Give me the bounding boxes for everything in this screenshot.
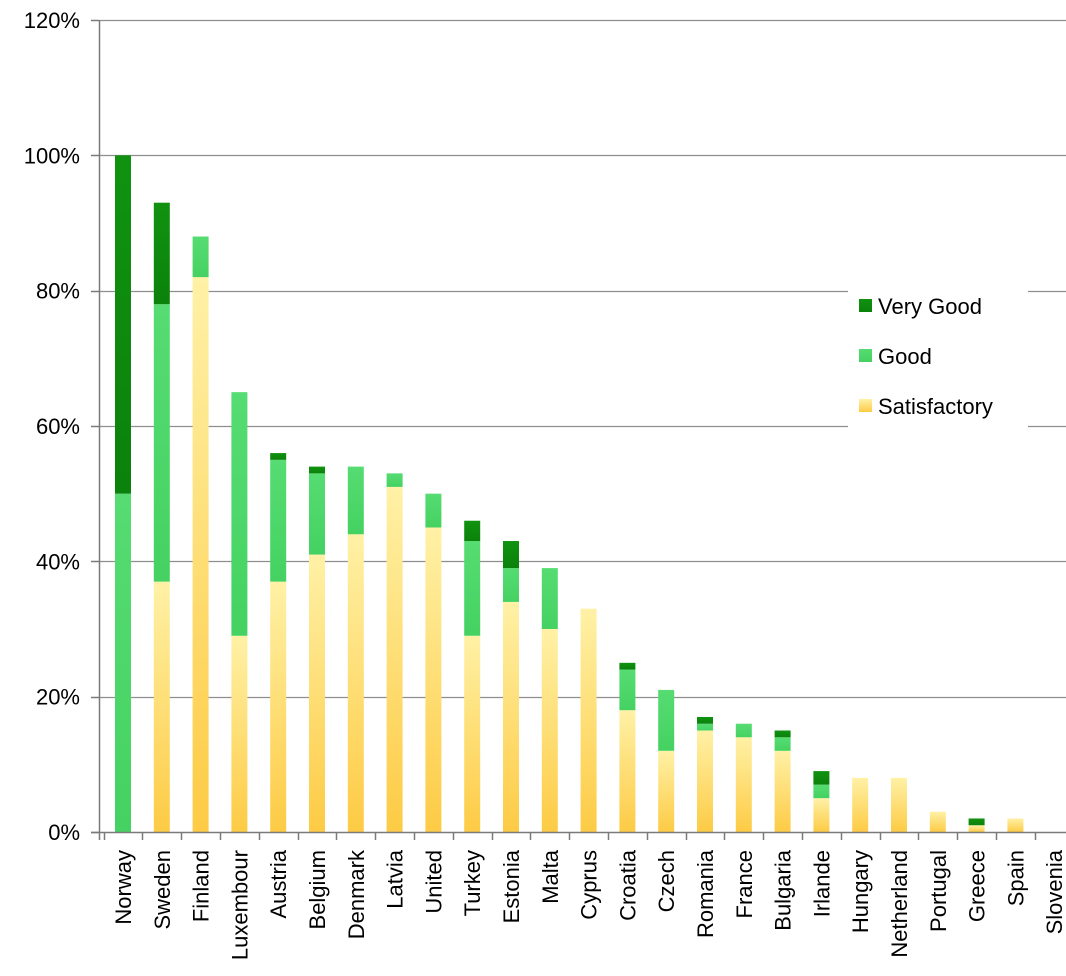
bars [115,155,1024,832]
bar-bulgaria-good [774,737,791,751]
y-tick-label-40: 40% [36,549,80,574]
x-tick-labels: Norway Sweden Finland Luxembour Austria Belgi… [111,849,1066,960]
bar-cyprus-satisfactory [580,608,597,832]
x-tick-label-romania: Romania [693,849,718,938]
legend-swatch-good [859,349,872,362]
legend: Very Good Good Satisfactory [848,282,1028,430]
bar-greece-satisfactory [968,825,985,832]
bar-netherland-satisfactory [891,777,907,832]
y-tick-label-0: 0% [48,820,80,845]
y-tick-label-120: 120% [24,8,80,33]
bar-irlande-very-good [813,771,830,785]
bar-spain-satisfactory [1007,818,1024,832]
x-tick-label-croatia: Croatia [615,849,640,921]
bar-malta-good [541,568,558,629]
x-tick-label-sweden: Sweden [150,850,175,930]
bar-belgium-good [309,473,325,555]
bar-austria-satisfactory [270,581,287,832]
bar-sweden-satisfactory [153,581,170,832]
bar-finland-satisfactory [192,277,209,832]
bar-romania-very-good [697,716,713,724]
bar-france-good [735,723,752,738]
bar-luxembour-good [231,392,248,636]
legend-swatch-satisfactory [859,399,872,412]
bar-portugal-satisfactory [929,811,946,832]
bar-estonia-very-good [503,541,519,569]
bar-united-satisfactory [425,527,442,832]
y-tick-label-100: 100% [24,143,80,168]
bar-denmark-good [347,466,364,535]
x-tick-label-slovenia: Slovenia [1042,849,1066,934]
axes [91,19,1066,840]
bar-croatia-satisfactory [619,710,636,832]
bar-france-satisfactory [735,737,752,832]
x-tick-label-denmark: Denmark [344,849,369,939]
x-tick-label-portugal: Portugal [926,850,951,932]
bar-austria-very-good [270,453,287,460]
y-tick-label-80: 80% [36,279,80,304]
bar-austria-good [270,459,287,582]
x-tick-label-france: France [732,850,757,918]
legend-swatch-very-good [859,299,872,312]
x-tick-label-irlande: Irlande [809,850,834,917]
bar-norway-good [115,493,131,832]
y-tick-labels: 0% 20% 40% 60% 80% 100% 120% [24,8,80,845]
legend-background [848,282,1028,430]
bar-belgium-satisfactory [309,554,325,832]
legend-label-satisfactory: Satisfactory [878,394,993,419]
bar-finland-good [192,236,209,278]
bar-norway-very-good [115,155,131,494]
bar-irlande-satisfactory [813,798,830,832]
bar-latvia-satisfactory [386,486,403,832]
x-tick-label-norway: Norway [111,850,136,925]
bar-czech-good [658,689,675,751]
x-tick-label-spain: Spain [1003,850,1028,906]
bar-irlande-good [813,784,830,799]
bar-united-good [425,493,442,528]
x-tick-label-austria: Austria [266,849,291,918]
y-tick-label-60: 60% [36,414,80,439]
bar-malta-satisfactory [541,629,558,832]
x-tick-label-belgium: Belgium [305,850,330,929]
x-tick-label-netherland: Netherland [887,850,912,958]
legend-label-very-good: Very Good [878,294,982,319]
x-tick-label-cyprus: Cyprus [577,850,602,920]
y-tick-label-20: 20% [36,685,80,710]
bar-luxembour-satisfactory [231,635,248,832]
x-tick-label-turkey: Turkey [460,850,485,916]
bar-turkey-satisfactory [464,635,481,832]
x-tick-label-bulgaria: Bulgaria [771,849,796,930]
x-tick-label-czech: Czech [654,850,679,912]
bar-bulgaria-very-good [774,730,791,738]
bar-greece-very-good [968,818,985,826]
x-tick-label-finland: Finland [189,850,214,922]
gridlines [99,19,1066,699]
x-tick-label-latvia: Latvia [383,849,408,908]
bar-latvia-good [386,473,403,487]
bar-denmark-satisfactory [347,534,364,832]
bar-croatia-very-good [619,662,636,670]
bar-turkey-good [464,541,481,636]
bar-belgium-very-good [309,466,325,474]
bar-romania-good [697,723,713,731]
bar-estonia-satisfactory [503,601,519,832]
bar-czech-satisfactory [658,750,675,832]
x-tick-label-luxembour: Luxembour [227,850,252,960]
bar-sweden-good [153,304,170,582]
x-tick-label-greece: Greece [965,850,990,922]
x-tick-label-hungary: Hungary [848,850,873,933]
bar-turkey-very-good [464,520,481,542]
bar-estonia-good [503,568,519,602]
x-tick-label-malta: Malta [538,849,563,904]
bar-hungary-satisfactory [852,777,869,832]
bar-bulgaria-satisfactory [774,750,791,832]
x-tick-label-estonia: Estonia [499,849,524,923]
legend-label-good: Good [878,344,932,369]
bar-romania-satisfactory [697,730,713,832]
bar-sweden-very-good [153,202,170,305]
bar-croatia-good [619,669,636,711]
x-tick-label-united: United [421,850,446,914]
